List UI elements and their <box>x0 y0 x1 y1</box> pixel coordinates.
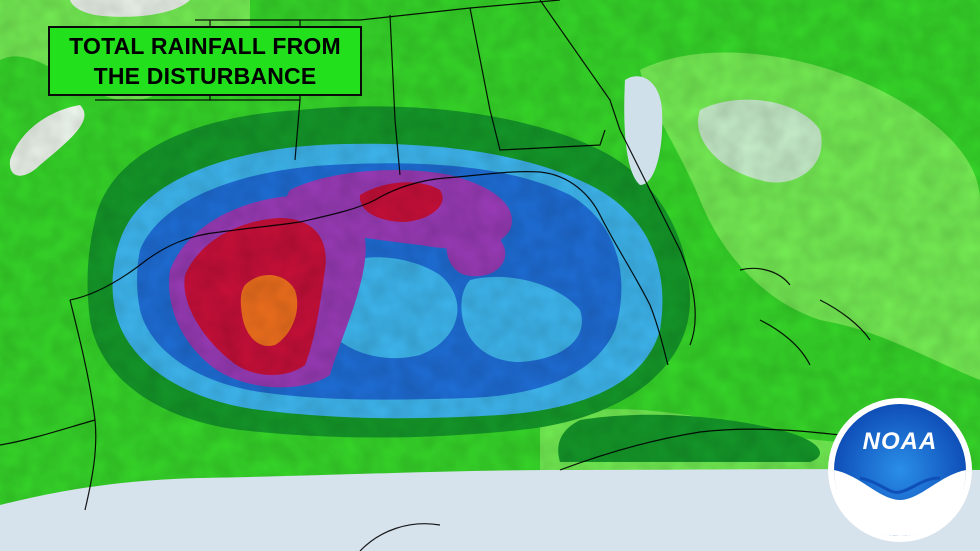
border-state-4 <box>469 7 606 151</box>
cuba <box>559 428 881 471</box>
noaa-wave <box>859 476 941 494</box>
border-north <box>195 0 561 21</box>
noaa-logo: NOAA <box>828 398 972 542</box>
coast-texas-south <box>69 299 97 511</box>
coast-gulf <box>69 171 669 366</box>
bahamas-3 <box>819 299 871 341</box>
border-state-5 <box>539 0 621 131</box>
map-title-line-2: THE DISTURBANCE <box>93 63 317 89</box>
noaa-logo-graphic <box>828 398 972 542</box>
yucatan <box>359 523 441 551</box>
noaa-logo-text: NOAA <box>862 428 938 455</box>
border-state-3 <box>389 14 401 176</box>
map-title-line-1: TOTAL RAINFALL FROM <box>69 33 341 59</box>
gulf-gray <box>0 469 980 551</box>
noaa-bird-icon <box>834 470 966 536</box>
bahamas-2 <box>759 319 811 366</box>
coast-florida-east <box>619 129 696 346</box>
bahamas-1 <box>739 267 791 286</box>
map-title-box: TOTAL RAINFALL FROM THE DISTURBANCE <box>48 26 362 96</box>
coast-mexico <box>0 419 96 446</box>
